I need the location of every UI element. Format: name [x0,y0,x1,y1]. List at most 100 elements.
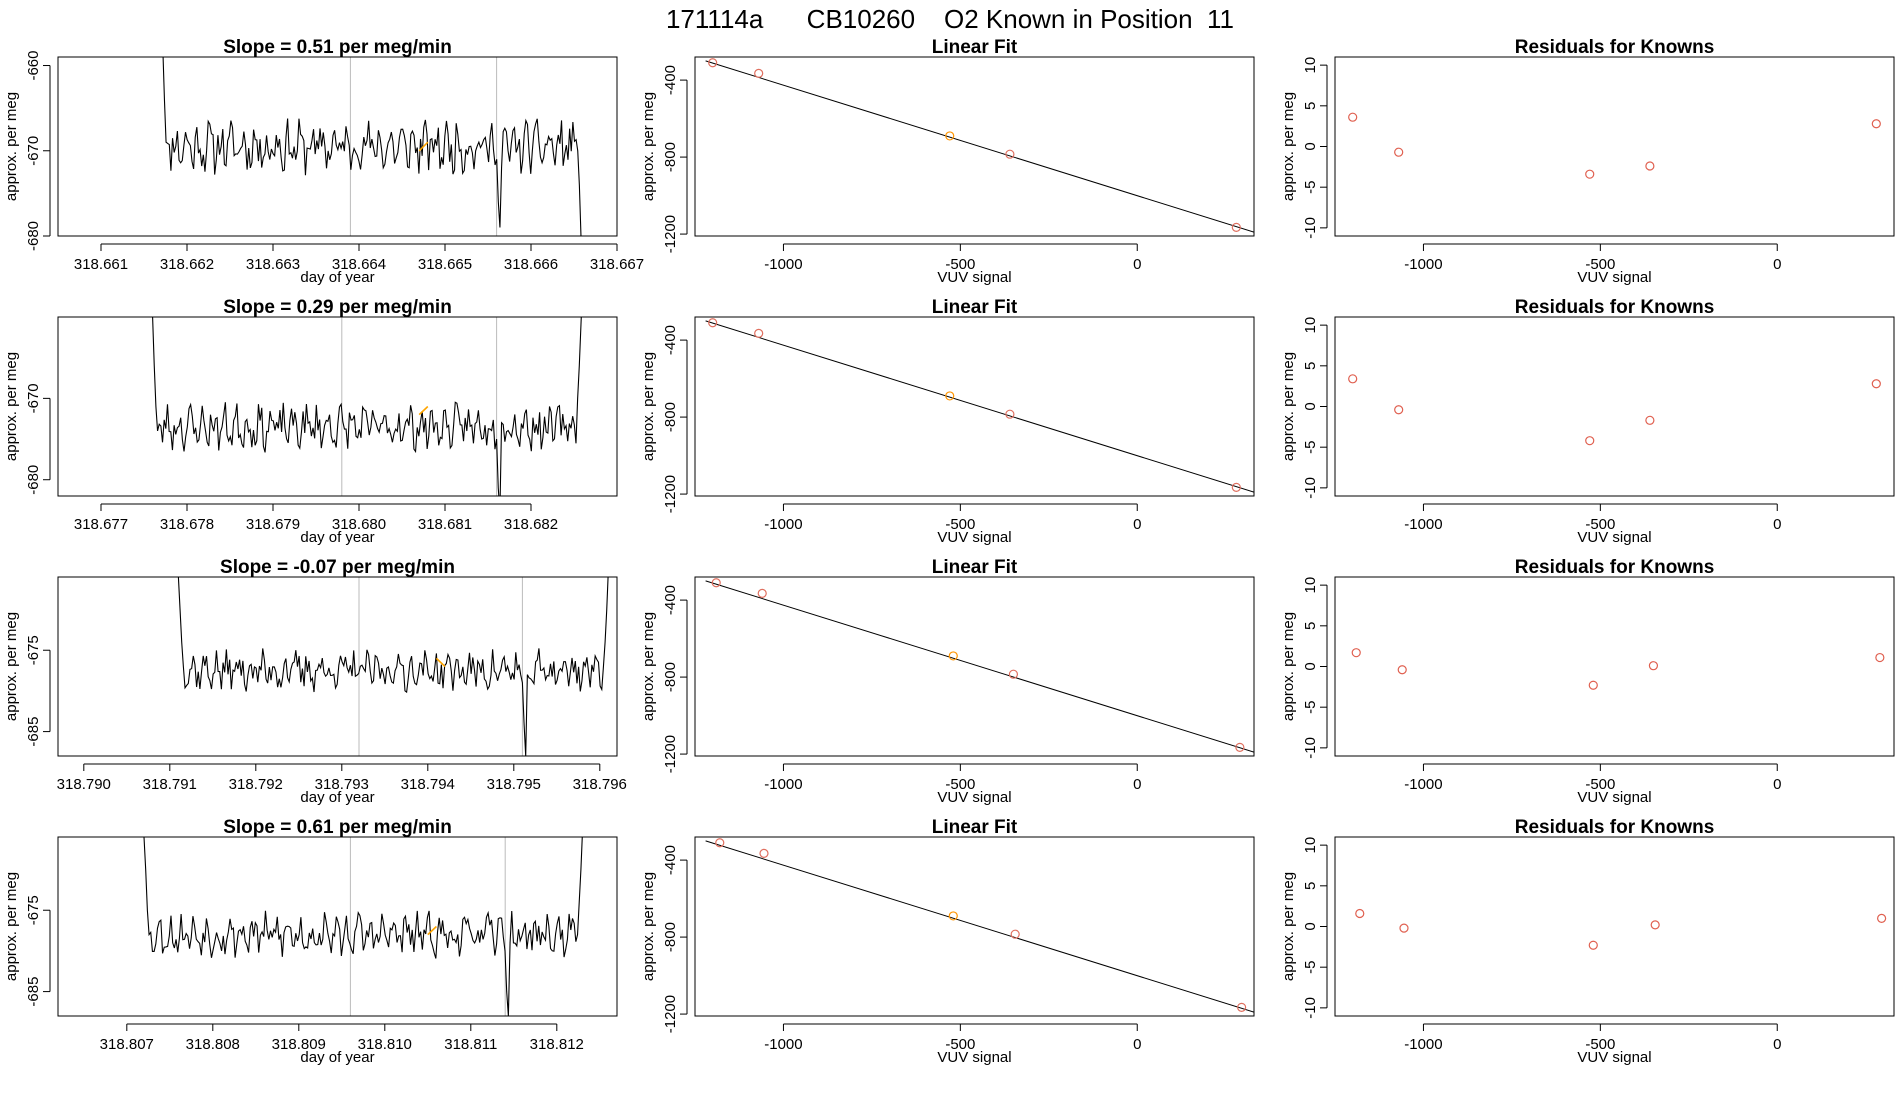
y-tick-label: -670 [25,383,42,413]
plot-frame [57,576,618,757]
plot-frame [57,316,618,497]
residual-point [1394,405,1404,415]
plot-area [152,317,582,496]
y-tick-label: 0 [1302,142,1319,150]
known-point [708,318,718,328]
known-point [1005,409,1015,419]
residuals-chart-3: Residuals for Knowns -1000 -500 0 VUV signal… [1280,557,1895,806]
known-point [1235,742,1245,752]
known-point [711,578,721,588]
timeseries-chart-3: Slope = -0.07 per meg/min 318.790 318.791 3… [3,557,627,806]
plot-frame [1334,576,1895,757]
linearfit-chart-3: Linear Fit -1000 -500 0 VUV signal -400 -800 -1… [640,557,1255,806]
plot-frame [694,56,1255,237]
y-axis-label: approx. per meg [3,872,20,981]
x-axis-label: VUV signal [937,529,1011,546]
y-axis-label: approx. per meg [1280,612,1297,721]
panel-title: Slope = -0.07 per meg/min [220,557,455,578]
plot-area [162,57,582,236]
x-tick-label: 0 [1773,776,1781,793]
sample-point [945,131,955,141]
residual-point [1399,923,1409,933]
y-tick-label: -1200 [662,735,679,773]
y-axis-label: approx. per meg [640,352,657,461]
sample-segment [435,657,446,668]
residual-point [1588,680,1598,690]
known-point [1231,482,1241,492]
residuals-chart-2: Residuals for Knowns -1000 -500 0 VUV signal… [1280,297,1895,546]
y-axis-label: approx. per meg [3,92,20,201]
y-tick-label: -1200 [662,995,679,1033]
residual-point [1355,908,1365,919]
known-point [754,328,764,338]
residual-point [1650,920,1660,930]
y-tick-label: -400 [662,325,679,355]
series-line [162,57,582,236]
x-tick-label: 318.811 [444,1036,497,1053]
plot-area [143,837,583,1016]
x-tick-label: 318.791 [143,776,197,793]
x-axis-label: VUV signal [1577,789,1651,806]
x-tick-label: 318.678 [160,516,214,533]
plot-frame [57,56,618,237]
x-tick-label: 318.809 [272,1036,326,1053]
x-tick-label: 318.790 [57,776,111,793]
x-tick-label: 318.677 [74,516,128,533]
panel-title: Linear Fit [932,37,1018,58]
residual-point [1348,374,1358,384]
sample-point [948,911,958,921]
sample-segment [418,141,429,152]
plot-frame [694,316,1255,497]
x-tick-label: 318.808 [186,1036,240,1053]
known-point [1010,929,1020,939]
plot-area [705,58,1254,233]
x-tick-label: -500 [945,1036,975,1053]
sample-segment [418,405,429,416]
x-tick-label: -1000 [764,776,802,793]
x-tick-label: 318.796 [573,776,627,793]
x-tick-label: -500 [1585,1036,1615,1053]
x-axis-label: VUV signal [937,269,1011,286]
residual-point [1645,161,1655,171]
x-axis-label: VUV signal [937,1049,1011,1066]
y-tick-label: 10 [1302,317,1319,334]
x-tick-label: -1000 [1404,776,1442,793]
known-point [759,848,769,858]
y-tick-label: -400 [662,585,679,615]
y-tick-label: -5 [1302,181,1319,194]
known-point [1237,1002,1247,1012]
x-tick-label: 0 [1773,516,1781,533]
y-tick-label: -10 [1302,737,1319,759]
x-tick-label: -500 [1585,776,1615,793]
residual-point [1351,648,1361,658]
y-tick-label: -800 [662,662,679,692]
sample-segment [427,925,437,936]
x-tick-label: 0 [1133,776,1141,793]
y-tick-label: 0 [1302,922,1319,930]
plot-area [1348,112,1881,179]
x-tick-label: 318.792 [229,776,283,793]
sample-point [945,391,955,401]
x-tick-label: -500 [945,256,975,273]
known-point [708,58,718,68]
panel-title: Linear Fit [932,817,1018,838]
x-tick-label: -500 [945,516,975,533]
y-tick-label: -5 [1302,441,1319,454]
panel-title: Residuals for Knowns [1515,37,1715,58]
y-axis-label: approx. per meg [1280,92,1297,201]
x-tick-label: -500 [945,776,975,793]
plot-area [705,838,1254,1013]
x-tick-label: 318.810 [358,1036,412,1053]
y-tick-label: -1200 [662,215,679,253]
y-tick-label: 10 [1302,57,1319,74]
y-tick-label: -685 [25,977,42,1007]
y-tick-label: 10 [1302,577,1319,594]
panel-title: Linear Fit [932,557,1018,578]
y-tick-label: -685 [25,717,42,747]
panel-title: Slope = 0.61 per meg/min [223,817,452,838]
linearfit-chart-2: Linear Fit -1000 -500 0 VUV signal -400 -800 -1… [640,297,1255,546]
panel-title: Slope = 0.51 per meg/min [223,37,452,58]
y-tick-label: -800 [662,922,679,952]
y-tick-label: 5 [1302,882,1319,890]
